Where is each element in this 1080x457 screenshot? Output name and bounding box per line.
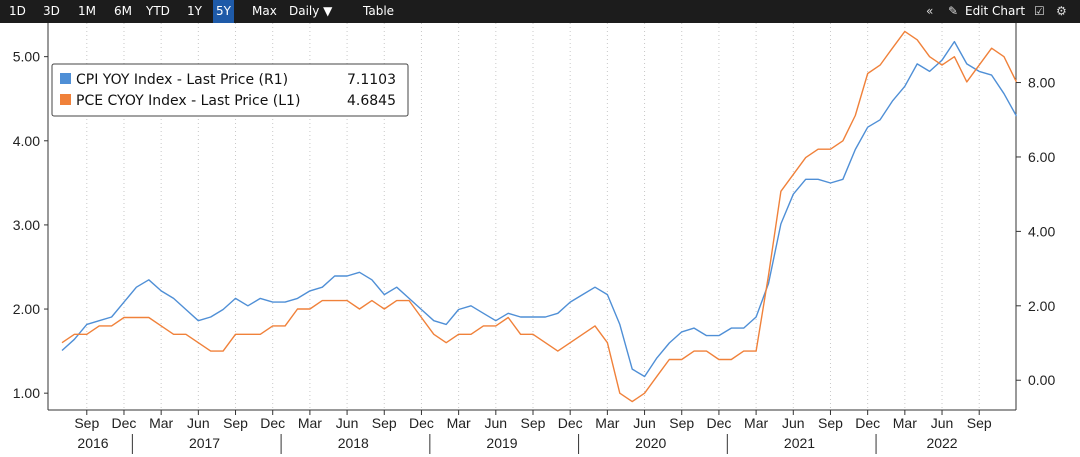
x-axis-ticks: Sep Dec Mar Jun Sep Dec Mar Jun Sep Dec Mar Jun Sep D… — [74, 410, 992, 454]
left-tick-label: 5.00 — [13, 49, 40, 65]
table-button[interactable]: Table — [363, 4, 395, 18]
pencil-icon[interactable]: ✎ — [948, 4, 959, 18]
x-tick-label: Dec — [558, 415, 583, 431]
x-tick-label: Jun — [187, 415, 210, 431]
pce-cyoy-line — [61, 30, 1018, 403]
x-tick-label: Mar — [595, 415, 619, 431]
x-year-label: 2020 — [635, 435, 666, 451]
x-tick-label: Jun — [931, 415, 954, 431]
x-tick-label: Dec — [409, 415, 434, 431]
range-6m-button[interactable]: 6M — [114, 4, 132, 18]
x-year-label: 2019 — [486, 435, 517, 451]
line-chart: 1.00 2.00 3.00 4.00 5.00 0.00 2.00 4.00 6.00 8.0… — [13, 23, 1055, 454]
x-tick-label: Mar — [893, 415, 917, 431]
range-3d-button[interactable]: 3D — [43, 4, 60, 18]
frequency-dropdown[interactable]: Daily ▼ — [289, 4, 333, 18]
x-year-label: 2016 — [77, 435, 108, 451]
legend-swatch-pce — [60, 94, 71, 105]
range-1m-button[interactable]: 1M — [78, 4, 96, 18]
gear-icon[interactable]: ⚙ — [1056, 4, 1067, 18]
right-tick-label: 6.00 — [1028, 149, 1055, 165]
range-1y-button[interactable]: 1Y — [187, 4, 202, 18]
x-tick-label: Dec — [260, 415, 285, 431]
x-tick-label: Dec — [706, 415, 731, 431]
x-tick-label: Sep — [223, 415, 248, 431]
left-tick-label: 3.00 — [13, 217, 40, 233]
x-tick-label: Sep — [521, 415, 546, 431]
x-tick-label: Dec — [112, 415, 137, 431]
legend-value-cpi: 7.1103 — [347, 72, 396, 88]
cpi-yoy-line — [61, 40, 1018, 378]
x-tick-label: Mar — [149, 415, 173, 431]
chart-toolbar: 1D 3D 1M 6M YTD 1Y 5Y Max Daily ▼ Table … — [0, 0, 1080, 23]
x-tick-label: Sep — [372, 415, 397, 431]
range-5y-button[interactable]: 5Y — [213, 0, 234, 23]
x-tick-label: Jun — [633, 415, 656, 431]
left-axis-ticks: 1.00 2.00 3.00 4.00 5.00 — [13, 49, 48, 401]
annotate-icon[interactable]: ☑ — [1034, 4, 1045, 18]
x-year-label: 2022 — [926, 435, 957, 451]
legend-label-cpi: CPI YOY Index - Last Price (R1) — [76, 72, 288, 88]
x-tick-label: Mar — [298, 415, 322, 431]
left-tick-label: 1.00 — [13, 385, 40, 401]
x-tick-label: Mar — [744, 415, 768, 431]
right-axis-ticks: 0.00 2.00 4.00 6.00 8.00 — [1016, 75, 1055, 388]
x-tick-label: Mar — [447, 415, 471, 431]
x-tick-label: Sep — [818, 415, 843, 431]
series-lines — [61, 30, 1018, 403]
x-tick-label: Jun — [336, 415, 359, 431]
right-tick-label: 8.00 — [1028, 75, 1055, 91]
right-tick-label: 2.00 — [1028, 298, 1055, 314]
edit-chart-button[interactable]: Edit Chart — [965, 4, 1026, 18]
left-tick-label: 4.00 — [13, 133, 40, 149]
left-tick-label: 2.00 — [13, 301, 40, 317]
double-chevron-left-icon[interactable]: « — [926, 4, 934, 18]
x-tick-label: Sep — [74, 415, 99, 431]
x-year-label: 2017 — [189, 435, 220, 451]
x-tick-label: Sep — [967, 415, 992, 431]
legend: CPI YOY Index - Last Price (R1) 7.1103 P… — [51, 63, 409, 117]
legend-swatch-cpi — [60, 73, 71, 84]
right-tick-label: 0.00 — [1028, 372, 1055, 388]
range-max-button[interactable]: Max — [252, 4, 277, 18]
legend-label-pce: PCE CYOY Index - Last Price (L1) — [76, 93, 300, 109]
right-tick-label: 4.00 — [1028, 223, 1055, 239]
range-ytd-button[interactable]: YTD — [146, 4, 170, 18]
range-1d-button[interactable]: 1D — [9, 4, 26, 18]
x-tick-label: Jun — [782, 415, 805, 431]
x-tick-label: Dec — [855, 415, 880, 431]
x-year-label: 2018 — [338, 435, 369, 451]
x-tick-label: Sep — [669, 415, 694, 431]
x-year-label: 2021 — [784, 435, 815, 451]
x-tick-label: Jun — [485, 415, 508, 431]
legend-value-pce: 4.6845 — [347, 93, 396, 109]
